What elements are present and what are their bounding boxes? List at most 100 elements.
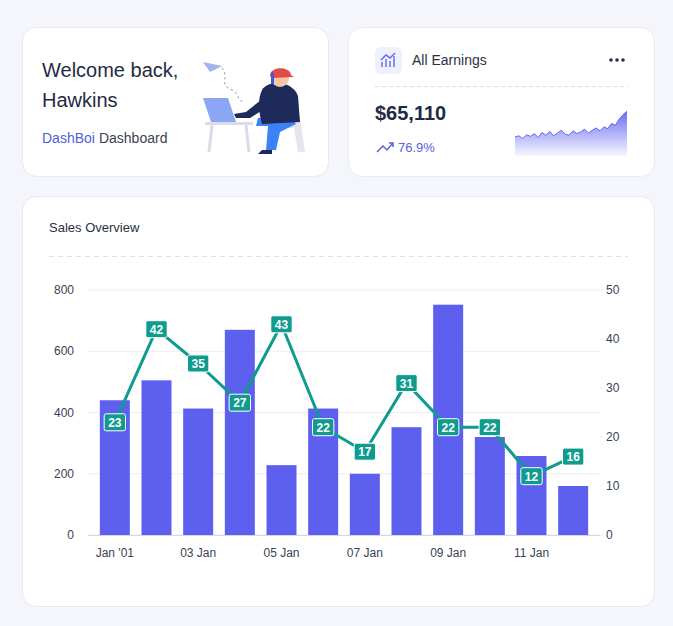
data-label-text: 22 xyxy=(483,421,497,435)
bar xyxy=(392,427,422,535)
data-label: 43 xyxy=(271,316,292,333)
data-label: 35 xyxy=(187,355,208,372)
data-label-bg xyxy=(187,355,208,372)
grid-line xyxy=(88,351,600,352)
x-tick-label: 03 Jan xyxy=(180,546,216,560)
desk xyxy=(205,122,253,125)
data-label-text: 42 xyxy=(150,323,164,337)
sparkline-line xyxy=(515,111,627,138)
data-label: 31 xyxy=(396,375,417,392)
divider xyxy=(375,86,628,87)
sparkline-area xyxy=(515,111,627,156)
user-name: Hawkins xyxy=(42,89,118,111)
data-label: 12 xyxy=(521,468,542,485)
x-tick-label: 07 Jan xyxy=(347,546,383,560)
earnings-icon xyxy=(381,53,395,67)
brand-line: DashBoiDashboard xyxy=(42,130,167,146)
y2-tick-label: 30 xyxy=(606,381,620,395)
data-label-text: 31 xyxy=(400,377,414,391)
y2-tick xyxy=(600,290,603,291)
desk-leg xyxy=(209,125,212,152)
data-label-text: 16 xyxy=(566,450,580,464)
y2-tick xyxy=(600,486,603,487)
y2-tick-label: 10 xyxy=(606,479,620,493)
bar xyxy=(225,330,255,535)
bar xyxy=(100,400,130,535)
y-tick-label: 600 xyxy=(54,344,74,358)
bar xyxy=(350,474,380,535)
data-label: 22 xyxy=(479,419,500,436)
y2-tick xyxy=(600,388,603,389)
paper-plane xyxy=(203,62,222,72)
data-label-text: 17 xyxy=(358,445,372,459)
chart-title: Sales Overview xyxy=(49,220,140,235)
bar xyxy=(558,486,588,535)
subtitle: Dashboard xyxy=(99,130,168,146)
page: Welcome back, Hawkins DashBoiDashboard All … xyxy=(0,0,673,626)
earnings-title: All Earnings xyxy=(412,52,487,68)
data-label-bg xyxy=(562,448,583,465)
menu-dot xyxy=(621,58,625,62)
x-tick-label: 09 Jan xyxy=(430,546,466,560)
data-label-text: 35 xyxy=(191,357,205,371)
desk-leg xyxy=(246,125,249,152)
data-label-bg xyxy=(146,321,167,338)
shoe xyxy=(258,150,272,154)
earnings-change: 76.9% xyxy=(398,140,435,155)
headphone xyxy=(271,72,274,85)
data-label-bg xyxy=(104,414,125,431)
data-label: 23 xyxy=(104,414,125,431)
y2-tick-label: 50 xyxy=(606,283,620,297)
plot-area xyxy=(100,305,588,535)
data-label-text: 22 xyxy=(441,421,455,435)
data-labels: 23 42 35 27 43 22 17 31 22 22 12 16 xyxy=(104,316,584,485)
x-tick-label: Jan '01 xyxy=(96,546,135,560)
illustration xyxy=(203,62,305,154)
sparkline xyxy=(515,111,627,156)
earnings-icon-bg xyxy=(375,47,402,74)
y2-tick-label: 0 xyxy=(606,528,613,542)
bar xyxy=(475,437,505,535)
line xyxy=(115,324,573,476)
x-axis xyxy=(88,535,600,536)
x-tick-label: 05 Jan xyxy=(263,546,299,560)
menu-dot xyxy=(609,58,613,62)
brand: DashBoi xyxy=(42,130,95,146)
data-label-text: 23 xyxy=(108,416,122,430)
data-label-text: 12 xyxy=(525,470,539,484)
data-label-text: 27 xyxy=(233,396,247,410)
data-label-bg xyxy=(521,468,542,485)
plane-trail xyxy=(222,68,244,102)
welcome-card xyxy=(23,28,329,177)
data-label: 22 xyxy=(437,419,458,436)
bar xyxy=(308,409,338,535)
earnings-amount: $65,110 xyxy=(375,102,446,124)
y2-tick-label: 40 xyxy=(606,332,620,346)
data-label-bg xyxy=(271,316,292,333)
grid-line xyxy=(88,290,600,291)
menu-dot xyxy=(615,58,619,62)
x-tick-label: 11 Jan xyxy=(514,546,549,560)
bar xyxy=(142,380,172,535)
data-label-text: 43 xyxy=(275,318,289,332)
y-tick-label: 800 xyxy=(54,283,74,297)
bar xyxy=(433,305,463,535)
divider xyxy=(49,256,628,257)
data-label: 22 xyxy=(312,419,333,436)
greeting: Welcome back, xyxy=(42,59,178,81)
bar xyxy=(267,465,297,535)
y-tick-label: 200 xyxy=(54,467,74,481)
sales-card xyxy=(23,197,655,607)
data-label-bg xyxy=(479,419,500,436)
y2-tick xyxy=(600,535,603,536)
data-label-bg xyxy=(229,394,250,411)
data-label: 42 xyxy=(146,321,167,338)
y-tick-label: 400 xyxy=(54,406,74,420)
laptop xyxy=(203,98,236,122)
data-label-bg xyxy=(396,375,417,392)
trend-icon xyxy=(377,143,393,152)
y-tick-label: 0 xyxy=(67,528,74,542)
bar xyxy=(517,456,547,535)
earnings-card xyxy=(349,28,655,177)
data-label-bg xyxy=(312,419,333,436)
